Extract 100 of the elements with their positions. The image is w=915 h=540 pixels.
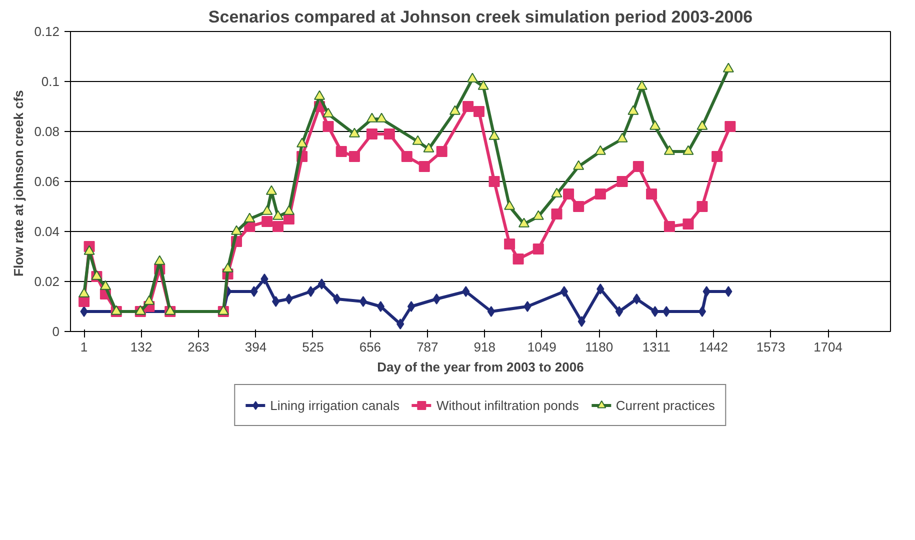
point [296, 138, 308, 148]
point [563, 188, 574, 200]
point [449, 105, 460, 115]
x-tick-label: 1704 [814, 340, 842, 354]
point [412, 135, 424, 145]
point [696, 201, 708, 212]
point [306, 286, 315, 297]
point [244, 212, 256, 222]
point [285, 294, 293, 304]
point [560, 286, 568, 297]
point [262, 205, 273, 215]
point [272, 221, 284, 232]
point [322, 121, 334, 132]
point [702, 286, 710, 297]
point [696, 120, 708, 130]
point [632, 294, 641, 304]
x-tick-label: 1180 [585, 340, 614, 354]
point [573, 201, 584, 212]
point [473, 106, 484, 117]
x-tick-label: 787 [416, 340, 438, 354]
point [578, 316, 586, 327]
point [333, 294, 341, 304]
point [551, 188, 562, 198]
point [664, 221, 675, 232]
x-tick-label: 656 [359, 340, 382, 354]
point [712, 151, 723, 162]
point [84, 245, 95, 255]
point [664, 145, 675, 155]
point [724, 121, 736, 132]
point [628, 105, 639, 115]
point [512, 254, 524, 264]
point [478, 80, 489, 90]
x-tick-label: 918 [474, 340, 496, 354]
point [636, 80, 648, 90]
point [682, 145, 694, 155]
point [616, 132, 628, 142]
point [662, 306, 670, 317]
x-tick-label: 132 [130, 340, 152, 354]
point [283, 205, 294, 215]
point [616, 176, 628, 187]
point [698, 306, 706, 317]
point [504, 238, 516, 250]
point [651, 306, 659, 317]
x-axis-title: Day of the year from 2003 to 2006 [377, 360, 584, 374]
point [646, 188, 658, 200]
point [100, 280, 111, 290]
point [250, 286, 258, 297]
point [423, 142, 434, 152]
chart-title: Scenarios compared at Johnson creek simulation period 2003-2006 [208, 8, 753, 26]
x-tick-label: 263 [188, 340, 210, 354]
point [462, 101, 474, 112]
point [488, 176, 500, 187]
x-tick-label: 1311 [642, 340, 670, 354]
point [336, 146, 347, 157]
y-tick-label: 0.06 [34, 174, 60, 189]
point [266, 185, 277, 195]
point [632, 161, 644, 172]
point [551, 208, 562, 220]
y-tick-label: 0.02 [34, 274, 60, 289]
point [322, 108, 334, 118]
x-tick-label: 394 [244, 340, 267, 354]
point [272, 210, 284, 220]
point [231, 225, 242, 235]
point [432, 294, 440, 304]
point [314, 90, 326, 100]
y-axis-title: Flow rate at johnson creek cfs [11, 90, 26, 276]
point [487, 306, 496, 317]
point [724, 286, 732, 297]
point [682, 218, 694, 230]
point [348, 128, 360, 138]
y-tick-label: 0.1 [41, 74, 60, 89]
y-tick-label: 0.12 [34, 24, 60, 39]
point [615, 306, 624, 317]
y-tick-label: 0 [52, 324, 60, 339]
point [436, 146, 448, 157]
point [407, 301, 416, 312]
point [504, 200, 516, 210]
point [376, 301, 385, 312]
point [366, 128, 378, 140]
x-tick-label: 525 [302, 340, 324, 354]
point [348, 151, 360, 162]
point [573, 160, 584, 170]
point [532, 210, 544, 220]
legend-label: Lining irrigation canals [270, 398, 400, 412]
legend-label: Current practices [616, 398, 715, 412]
x-tick-label: 1049 [527, 340, 556, 354]
point [418, 161, 430, 172]
point [318, 278, 326, 290]
point [262, 216, 273, 227]
legend-label: Without infiltration ponds [436, 398, 579, 412]
point [272, 296, 280, 307]
point [462, 286, 470, 297]
point [401, 151, 412, 162]
point [359, 296, 368, 307]
y-tick-label: 0.08 [34, 124, 60, 139]
point [722, 62, 734, 72]
x-tick-label: 1442 [699, 340, 728, 354]
point [154, 255, 166, 265]
x-tick-label: 1 [80, 340, 88, 354]
point [78, 288, 90, 298]
